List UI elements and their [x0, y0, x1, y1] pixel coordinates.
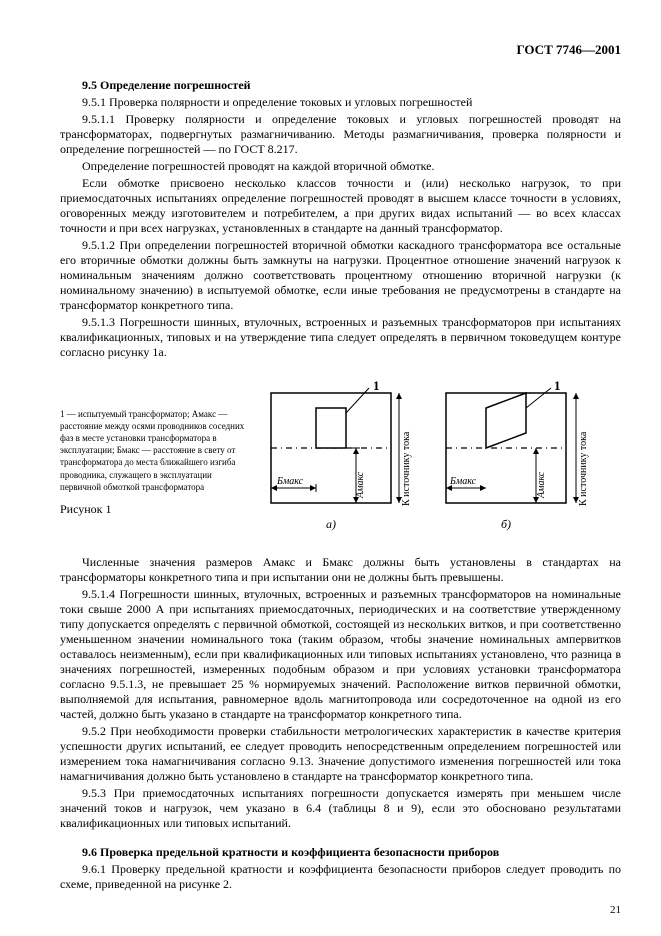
section-9-6-title: 9.6 Проверка предельной кратности и коэф…: [60, 845, 621, 860]
para-9-5-1-1a: Определение погрешностей проводят на каж…: [60, 159, 621, 174]
figure-1-caption: 1 — испытуемый трансформатор; Aмакс — ра…: [60, 408, 261, 517]
para-9-5-2: 9.5.2 При необходимости проверки стабиль…: [60, 724, 621, 784]
para-9-5-1-2: 9.5.1.2 При определении погрешностей вто…: [60, 238, 621, 313]
fig-b-b-label: Бмакс: [449, 476, 477, 487]
fig-a-b-label: Бмакс: [276, 476, 304, 487]
figure-1-caption-text: 1 — испытуемый трансформатор; Aмакс — ра…: [60, 409, 244, 492]
figure-1-block: 1 — испытуемый трансформатор; Aмакс — ра…: [60, 378, 621, 547]
page-number: 21: [610, 904, 621, 918]
figure-1-svg: 1 Бмакс Aмакс К источнику т: [261, 378, 611, 543]
fig-a-a-label: Aмакс: [355, 471, 366, 499]
para-9-5-1-3: 9.5.1.3 Погрешности шинных, втулочных, в…: [60, 315, 621, 360]
para-9-5-1-4: 9.5.1.4 Погрешности шинных, втулочных, в…: [60, 587, 621, 722]
fig-b-sublabel: б): [501, 517, 511, 531]
fig-b-src-label: К источнику тока: [578, 431, 589, 506]
fig-a-sublabel: а): [326, 517, 336, 531]
fig-b-callout-1: 1: [554, 378, 561, 393]
page: ГОСТ 7746—2001 9.5 Определение погрешнос…: [0, 0, 661, 936]
para-after-fig: Численные значения размеров Aмакс и Бмак…: [60, 555, 621, 585]
para-9-6-1: 9.6.1 Проверку предельной кратности и ко…: [60, 862, 621, 892]
section-9-5-title: 9.5 Определение погрешностей: [60, 78, 621, 93]
para-9-5-1-1b: Если обмотке присвоено несколько классов…: [60, 176, 621, 236]
figure-1-label: Рисунок 1: [60, 501, 255, 517]
para-9-5-1-1: 9.5.1.1 Проверку полярности и определени…: [60, 112, 621, 157]
para-9-5-1: 9.5.1 Проверка полярности и определение …: [60, 95, 621, 110]
standard-header: ГОСТ 7746—2001: [516, 42, 621, 58]
fig-a-src-label: К источнику тока: [401, 431, 412, 506]
para-9-5-3: 9.5.3 При приемосдаточных испытаниях пог…: [60, 786, 621, 831]
fig-a-callout-1: 1: [373, 378, 380, 393]
fig-b-a-label: Aмакс: [536, 471, 547, 499]
figure-1-svg-wrap: 1 Бмакс Aмакс К источнику т: [261, 378, 621, 547]
